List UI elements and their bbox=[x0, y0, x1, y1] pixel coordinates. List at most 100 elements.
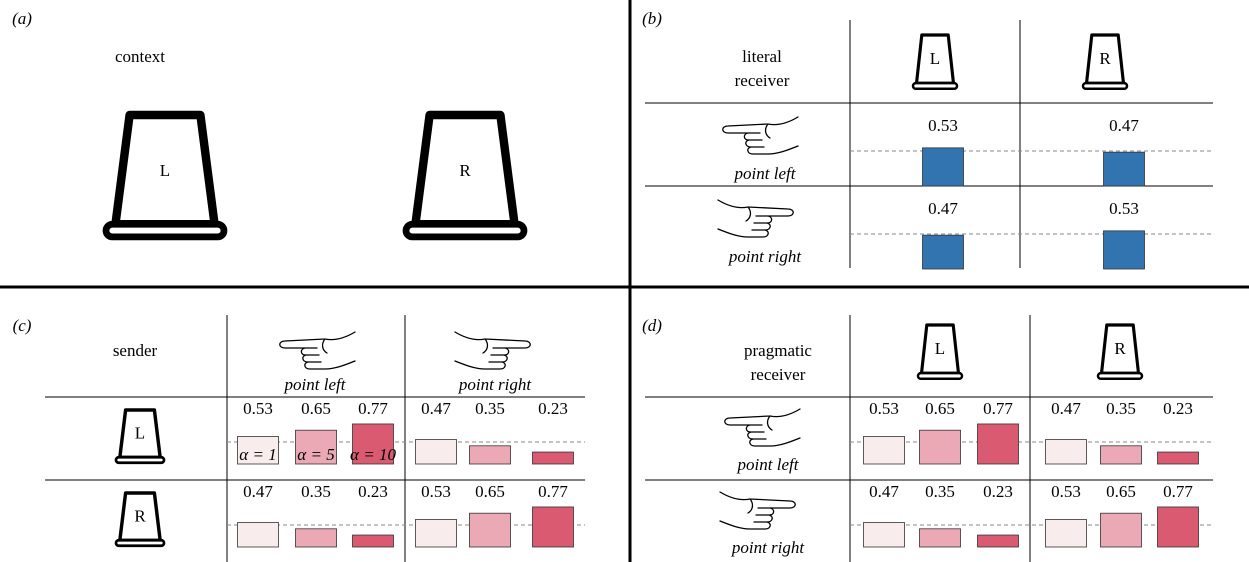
alpha-label: α = 10 bbox=[350, 445, 396, 464]
row-label: point left bbox=[737, 455, 800, 474]
panel-label: (d) bbox=[642, 316, 662, 335]
value-label: 0.65 bbox=[301, 399, 331, 418]
bar bbox=[1100, 512, 1142, 548]
panel-title: pragmatic bbox=[744, 341, 812, 360]
value-label: 0.77 bbox=[538, 482, 568, 501]
bar bbox=[237, 436, 279, 465]
value-label: 0.47 bbox=[869, 482, 899, 501]
value-label: 0.47 bbox=[243, 482, 273, 501]
row-label: point right bbox=[731, 538, 806, 557]
bar bbox=[1100, 445, 1142, 465]
hand-icon bbox=[717, 199, 794, 238]
cup bbox=[114, 491, 166, 548]
bar bbox=[295, 429, 337, 465]
value-label: 0.23 bbox=[538, 399, 568, 418]
bar bbox=[532, 451, 574, 465]
alpha-label: α = 5 bbox=[297, 445, 334, 464]
hand bbox=[722, 116, 799, 155]
cup-rim bbox=[402, 220, 528, 241]
hand bbox=[724, 408, 801, 447]
hand bbox=[454, 331, 531, 370]
value-label: 0.53 bbox=[421, 482, 451, 501]
value-label: 0.35 bbox=[925, 482, 955, 501]
cup-rim bbox=[916, 371, 964, 381]
value-label: 0.35 bbox=[1106, 399, 1136, 418]
value-label: 0.53 bbox=[869, 399, 899, 418]
value-label: 0.77 bbox=[983, 399, 1013, 418]
row-label: point left bbox=[734, 164, 797, 183]
value-label: 0.47 bbox=[421, 399, 451, 418]
column-label: point left bbox=[284, 375, 347, 394]
cup bbox=[911, 33, 959, 91]
value-label: 0.23 bbox=[358, 482, 388, 501]
cup-rim bbox=[102, 220, 228, 241]
value-label: 0.77 bbox=[358, 399, 388, 418]
value-label: 0.65 bbox=[925, 399, 955, 418]
value-label: 0.35 bbox=[475, 399, 505, 418]
value-label: 0.23 bbox=[1163, 399, 1193, 418]
value-label: 0.65 bbox=[1106, 482, 1136, 501]
panel-title: context bbox=[115, 47, 165, 66]
cup bbox=[402, 110, 528, 241]
bar bbox=[469, 512, 511, 548]
bar bbox=[863, 436, 905, 465]
cup bbox=[1096, 323, 1144, 381]
cup-label: L bbox=[135, 424, 145, 443]
bar bbox=[919, 429, 961, 465]
hand bbox=[717, 199, 794, 238]
value-label: 0.53 bbox=[928, 116, 958, 135]
value-label: 0.47 bbox=[1109, 116, 1139, 135]
bar bbox=[352, 534, 394, 548]
cup-label: R bbox=[1114, 339, 1126, 358]
alpha-label: α = 1 bbox=[239, 445, 276, 464]
row-label: point right bbox=[728, 247, 803, 266]
bar bbox=[469, 445, 511, 465]
hand-icon bbox=[724, 408, 801, 447]
hand-icon bbox=[722, 116, 799, 155]
bar bbox=[922, 234, 964, 270]
bar bbox=[1045, 439, 1087, 465]
bar bbox=[1157, 451, 1199, 465]
cup bbox=[1081, 33, 1129, 91]
hand-icon bbox=[719, 491, 796, 530]
bar bbox=[295, 528, 337, 548]
value-label: 0.53 bbox=[1109, 199, 1139, 218]
bar bbox=[415, 439, 457, 465]
value-label: 0.47 bbox=[928, 199, 958, 218]
bar bbox=[1045, 519, 1087, 548]
panel-label: (b) bbox=[642, 9, 662, 28]
bar bbox=[237, 522, 279, 548]
bar bbox=[352, 423, 394, 465]
bar bbox=[415, 519, 457, 548]
cup-rim bbox=[1081, 81, 1129, 91]
value-label: 0.47 bbox=[1051, 399, 1081, 418]
value-label: 0.35 bbox=[301, 482, 331, 501]
column-label: point right bbox=[458, 375, 533, 394]
bar bbox=[977, 423, 1019, 465]
value-label: 0.23 bbox=[983, 482, 1013, 501]
cup-label: L bbox=[160, 161, 170, 180]
value-label: 0.53 bbox=[243, 399, 273, 418]
bar bbox=[919, 528, 961, 548]
cup-label: R bbox=[459, 161, 471, 180]
hand-icon bbox=[279, 331, 356, 370]
panel-label: (a) bbox=[12, 9, 32, 28]
cup-rim bbox=[114, 455, 166, 465]
cup-label: R bbox=[134, 507, 146, 526]
bar bbox=[532, 506, 574, 548]
cup-label: L bbox=[935, 339, 945, 358]
hand-icon bbox=[454, 331, 531, 370]
panel-title: sender bbox=[113, 341, 158, 360]
cup bbox=[114, 408, 166, 465]
panel-title: literal bbox=[742, 47, 782, 66]
value-label: 0.53 bbox=[1051, 482, 1081, 501]
cup bbox=[102, 110, 228, 241]
cup-rim bbox=[114, 538, 166, 548]
panel-label: (c) bbox=[13, 316, 32, 335]
cup-rim bbox=[1096, 371, 1144, 381]
bar bbox=[977, 534, 1019, 548]
bar bbox=[863, 522, 905, 548]
panel-title: receiver bbox=[751, 365, 806, 384]
bar bbox=[1103, 151, 1145, 187]
